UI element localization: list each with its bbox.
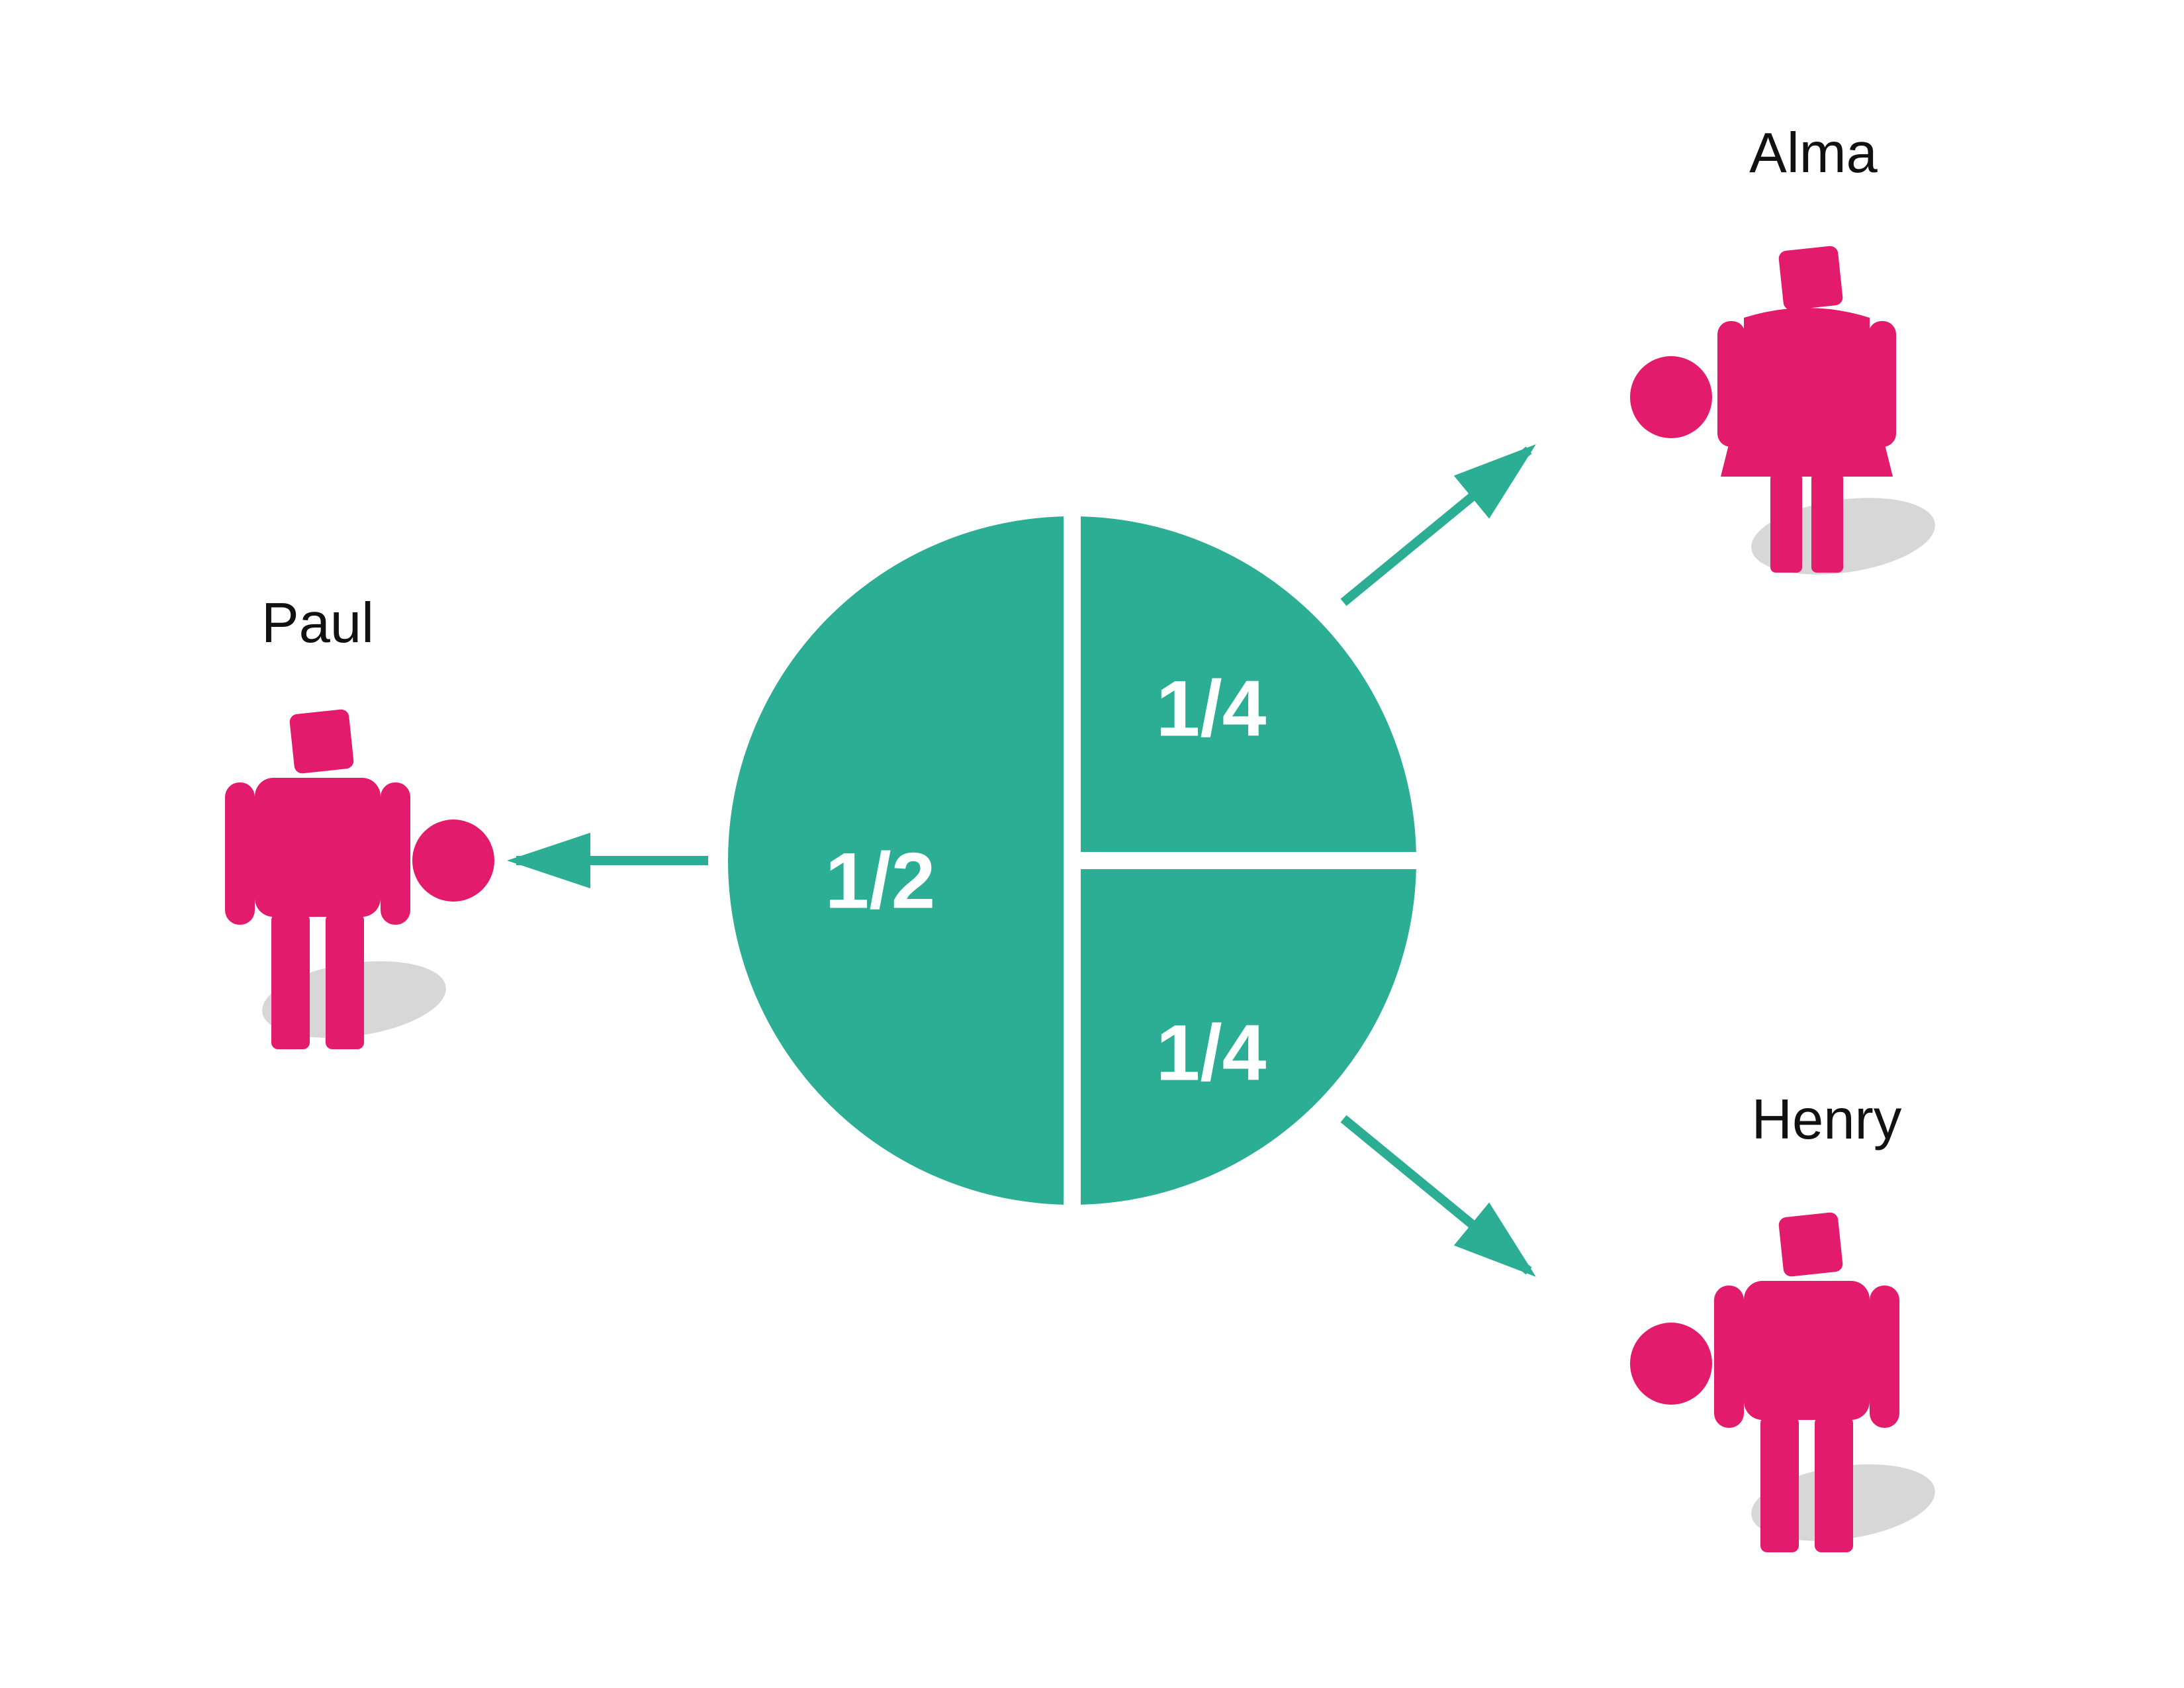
person-arm-icon xyxy=(1714,1286,1744,1428)
pie-slice-label: 1/4 xyxy=(1156,665,1267,753)
person-arm-icon xyxy=(1868,321,1896,447)
person-name-label: Alma xyxy=(1749,122,1878,185)
person-body-icon xyxy=(1721,308,1893,477)
person-arm-icon xyxy=(1717,321,1745,447)
person-leg-icon xyxy=(1760,1417,1799,1552)
person-arm-icon xyxy=(381,782,410,925)
person-dot-icon xyxy=(1630,356,1712,438)
person-name-label: Henry xyxy=(1752,1088,1902,1151)
diagram-canvas: 1/2 1/4 1/4 Paul Alma Henry xyxy=(0,0,2184,1688)
person-body-icon xyxy=(1744,1281,1870,1420)
pie-slice-label: 1/4 xyxy=(1156,1009,1267,1098)
person-arm-icon xyxy=(225,782,255,925)
person-head-icon xyxy=(289,709,355,774)
person-leg-icon xyxy=(1770,473,1802,573)
person-leg-icon xyxy=(1815,1417,1853,1552)
person-dot-icon xyxy=(1630,1323,1712,1405)
person-body-icon xyxy=(255,778,381,917)
pie-slice-label: 1/2 xyxy=(825,837,936,925)
person-leg-icon xyxy=(326,914,364,1049)
person-head-icon xyxy=(1778,1212,1844,1278)
person-dot-icon xyxy=(412,820,494,902)
person-head-icon xyxy=(1778,246,1844,311)
person-leg-icon xyxy=(271,914,310,1049)
person-leg-icon xyxy=(1811,473,1843,573)
person-arm-icon xyxy=(1870,1286,1899,1428)
person-name-label: Paul xyxy=(261,592,374,655)
